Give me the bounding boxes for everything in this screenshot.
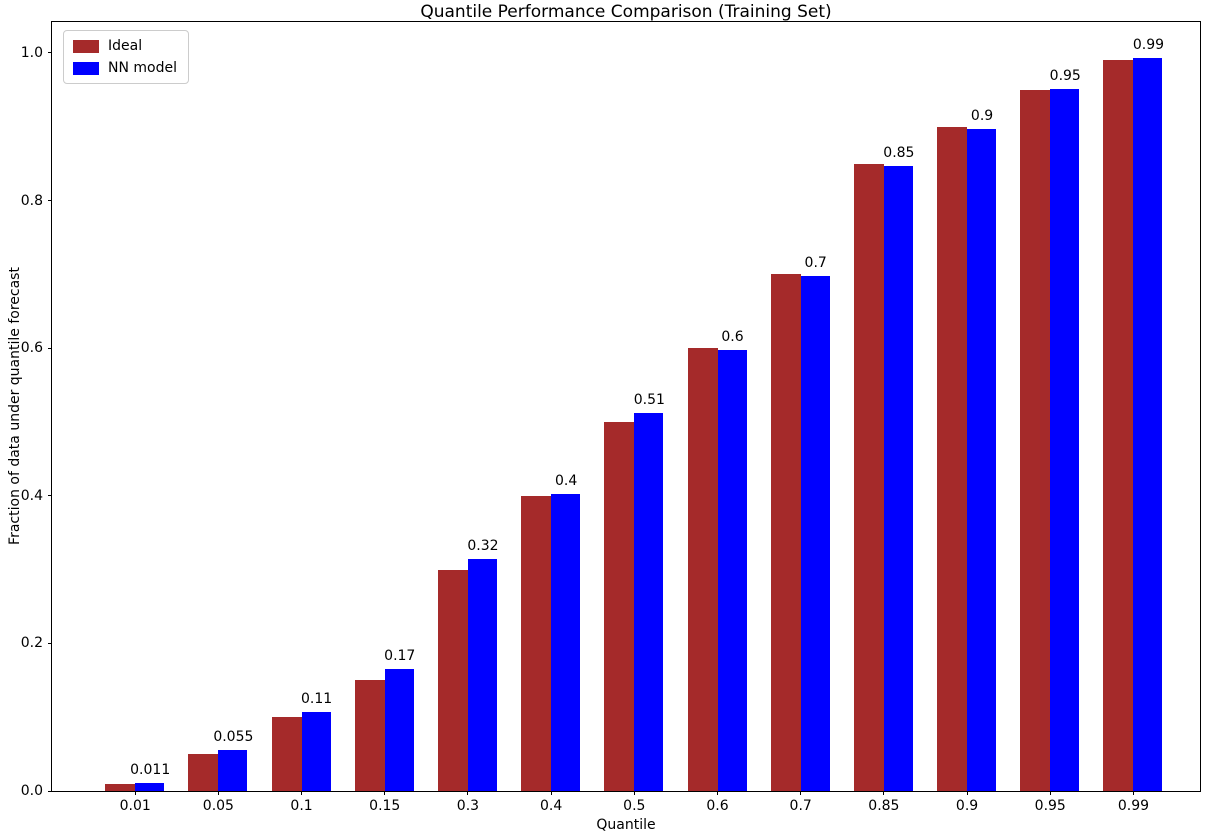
x-tick-label: 0.5 bbox=[623, 798, 646, 814]
x-tick-label: 0.15 bbox=[369, 798, 401, 814]
x-tick-mark bbox=[966, 791, 968, 795]
y-tick-mark bbox=[48, 347, 52, 349]
x-tick-label: 0.6 bbox=[706, 798, 729, 814]
bar-nn-model bbox=[800, 275, 830, 791]
bar-value-label: 0.11 bbox=[300, 691, 333, 708]
x-tick-label: 0.3 bbox=[456, 798, 480, 814]
bar-ideal bbox=[937, 126, 968, 791]
y-tick-label: 0.4 bbox=[20, 487, 43, 504]
bar-nn-model bbox=[883, 165, 913, 791]
bar-value-label: 0.4 bbox=[554, 472, 578, 489]
bar-ideal bbox=[853, 163, 884, 791]
plot-area: 0.0 0.2 0.4 0.6 0.8 1.0 0.01 0.011 0.05 0.055 0.1 0… bbox=[21, 21, 1201, 814]
bar-value-label: 0.7 bbox=[804, 254, 827, 271]
legend-label-ideal: Ideal bbox=[108, 38, 143, 54]
bar-nn-model bbox=[1133, 58, 1163, 791]
bar-ideal bbox=[1020, 89, 1051, 791]
bar-value-label: 0.95 bbox=[1049, 68, 1081, 85]
bar-ideal bbox=[437, 569, 468, 791]
x-tick-mark bbox=[1132, 791, 1134, 795]
bar-nn-model bbox=[384, 669, 414, 791]
x-tick-label: 0.7 bbox=[789, 798, 812, 814]
legend-swatch-ideal bbox=[73, 39, 99, 53]
y-tick-label: 0.6 bbox=[20, 340, 43, 357]
legend: Ideal NN model bbox=[63, 30, 189, 84]
x-axis-label: Quantile bbox=[596, 817, 656, 833]
bar-value-label: 0.055 bbox=[213, 729, 254, 746]
bar-nn-model bbox=[218, 750, 248, 791]
legend-item-ideal: Ideal bbox=[73, 38, 177, 54]
bar-ideal bbox=[687, 348, 718, 791]
bar-value-label: 0.6 bbox=[721, 329, 744, 346]
bar-nn-model bbox=[135, 782, 165, 791]
y-tick-mark bbox=[48, 642, 52, 644]
x-tick-label: 0.01 bbox=[119, 798, 151, 814]
y-tick-mark bbox=[48, 52, 52, 54]
bar-nn-model bbox=[301, 712, 331, 791]
y-tick-label: 0.0 bbox=[20, 783, 43, 799]
bar-ideal bbox=[105, 783, 136, 791]
y-tick-label: 0.8 bbox=[20, 192, 43, 209]
bar-ideal bbox=[271, 717, 302, 791]
bar-nn-model bbox=[467, 558, 497, 791]
x-tick-mark bbox=[217, 791, 219, 795]
y-tick-mark bbox=[48, 200, 52, 202]
bar-ideal bbox=[1103, 60, 1134, 791]
bar-nn-model bbox=[717, 350, 747, 791]
legend-item-nn-model: NN model bbox=[73, 60, 177, 76]
bar-nn-model bbox=[967, 129, 997, 791]
bar-value-label: 0.99 bbox=[1132, 37, 1165, 54]
y-tick-label: 0.2 bbox=[20, 635, 43, 652]
chart-title: Quantile Performance Comparison (Trainin… bbox=[420, 2, 832, 22]
bar-nn-model bbox=[634, 413, 664, 791]
bar-nn-model bbox=[1050, 89, 1080, 791]
x-tick-label: 0.1 bbox=[290, 798, 313, 814]
bar-value-label: 0.32 bbox=[467, 537, 499, 554]
x-tick-mark bbox=[384, 791, 386, 795]
x-tick-label: 0.4 bbox=[539, 798, 563, 814]
bar-value-label: 0.51 bbox=[633, 392, 665, 409]
bar-ideal bbox=[188, 754, 219, 791]
x-tick-label: 0.05 bbox=[202, 798, 234, 814]
x-tick-mark bbox=[550, 791, 552, 795]
y-tick-label: 1.0 bbox=[20, 44, 43, 61]
bar-nn-model bbox=[551, 493, 581, 791]
bar-value-label: 0.011 bbox=[130, 761, 171, 778]
y-tick-mark bbox=[48, 495, 52, 497]
bar-ideal bbox=[354, 680, 385, 791]
x-tick-mark bbox=[1049, 791, 1051, 795]
bar-ideal bbox=[770, 274, 801, 791]
legend-label-nn-model: NN model bbox=[108, 60, 177, 76]
x-tick-mark bbox=[883, 791, 885, 795]
x-tick-label: 0.99 bbox=[1117, 798, 1150, 814]
y-tick-mark bbox=[48, 790, 52, 792]
x-tick-label: 0.9 bbox=[955, 798, 979, 814]
bar-value-label: 0.17 bbox=[384, 648, 416, 665]
bar-value-label: 0.85 bbox=[883, 144, 915, 161]
x-tick-mark bbox=[301, 791, 303, 795]
plot-inner: 0.0 0.2 0.4 0.6 0.8 1.0 0.01 0.011 0.05 0.055 0.1 0… bbox=[21, 22, 1200, 814]
x-tick-label: 0.85 bbox=[868, 798, 900, 814]
x-tick-label: 0.95 bbox=[1034, 798, 1066, 814]
x-tick-mark bbox=[467, 791, 469, 795]
bar-value-label: 0.9 bbox=[970, 108, 994, 125]
legend-swatch-nn-model bbox=[73, 61, 99, 75]
bar-ideal bbox=[521, 495, 552, 791]
x-tick-mark bbox=[717, 791, 718, 795]
bar-ideal bbox=[604, 422, 635, 791]
x-tick-mark bbox=[800, 791, 802, 795]
x-tick-mark bbox=[134, 791, 136, 795]
x-tick-mark bbox=[633, 791, 635, 795]
